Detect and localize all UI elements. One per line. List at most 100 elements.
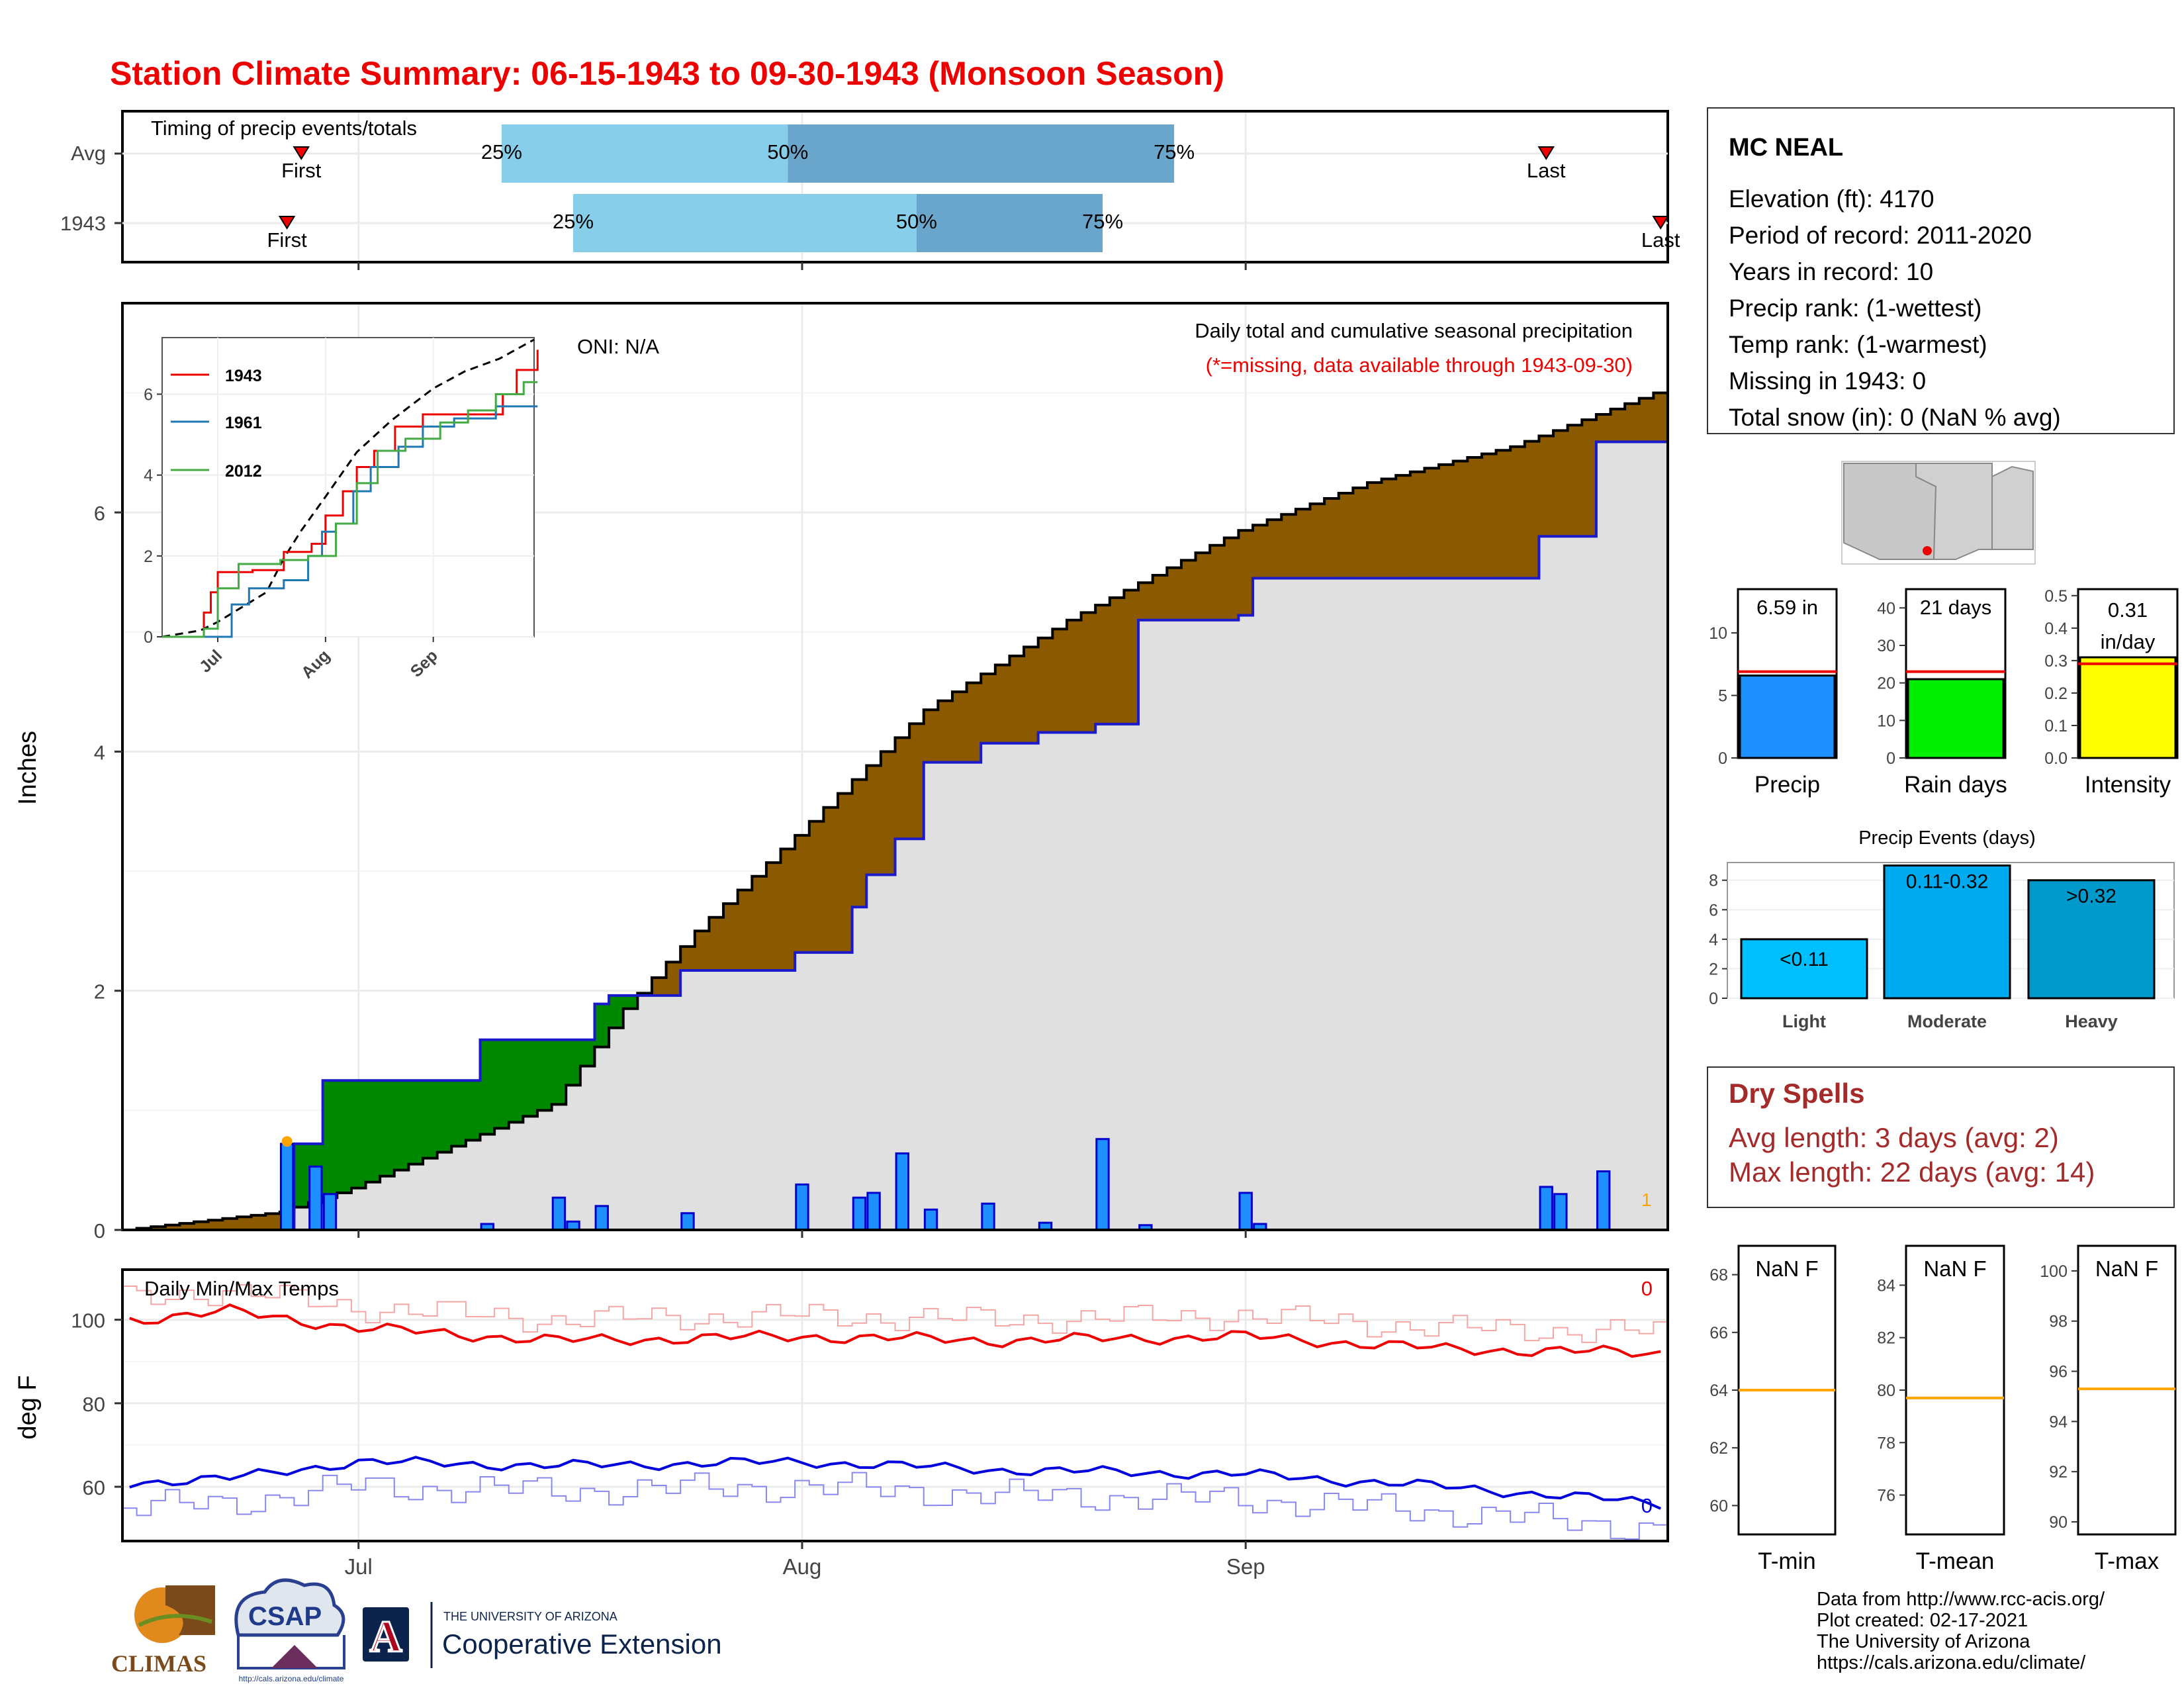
station-precip-rank: Precip rank: (1-wettest) <box>1729 295 1981 322</box>
timing-label: Timing of precip events/totals <box>151 117 417 140</box>
events-chart: Precip Events (days) 0 2 4 6 8 <0.11 Light 0.11… <box>1709 827 2175 1031</box>
ua-logo: A THE UNIVERSITY OF ARIZONA Cooperative … <box>363 1602 722 1668</box>
anomaly-fill-day <box>1224 538 1239 620</box>
daily-precip-bar <box>322 1193 338 1231</box>
temp-bar-tick-label: 100 <box>2040 1262 2068 1281</box>
y-tick-label: 4 <box>94 741 105 764</box>
anomaly-fill-day <box>880 751 896 875</box>
anomaly-fill-day <box>365 1080 381 1182</box>
anomaly-fill-day <box>823 807 839 953</box>
climas-wordmark: CLIMAS <box>111 1650 206 1677</box>
inset-legend: 1943 1961 2012 <box>171 367 262 481</box>
legend-label-2012: 2012 <box>225 462 262 481</box>
anomaly-fill-day <box>1081 612 1096 733</box>
events-category-label: Light <box>1782 1011 1826 1031</box>
anomaly-fill-day <box>1610 408 1625 442</box>
anomaly-fill-day <box>1195 553 1210 620</box>
daily-precip-bar <box>279 1143 295 1231</box>
anomaly-fill-day <box>523 1039 538 1117</box>
summary-value-2: 0.31 <box>2108 598 2148 622</box>
summary-value-1: 21 days <box>1920 596 1992 619</box>
station-snow: Total snow (in): 0 (NaN % avg) <box>1729 404 2061 431</box>
ua-badge <box>363 1607 409 1662</box>
timing-row-avg-label: Avg <box>71 142 106 165</box>
anomaly-fill-day <box>1281 514 1297 579</box>
precip-fills <box>122 391 1668 1231</box>
dry-spells-avg: Avg length: 3 days (avg: 2) <box>1729 1122 2059 1153</box>
station-temp-rank: Temp rank: (1-warmest) <box>1729 331 1987 358</box>
anomaly-fill-day <box>1596 414 1612 442</box>
dry-spells-title: Dry Spells <box>1729 1078 1864 1109</box>
precip-panel: 0 2 4 6 Daily total and cumulative seasonal… <box>14 302 1669 1243</box>
legend-label-1943: 1943 <box>225 367 262 385</box>
inset-frame <box>161 337 535 637</box>
inset-y-tick-label: 0 <box>144 628 153 647</box>
anomaly-fill-day <box>1524 441 1540 579</box>
temp-label: Daily Min/Max Temps <box>144 1277 339 1300</box>
climas-mesa-icon <box>165 1585 215 1635</box>
events-tick-label: 0 <box>1709 990 1718 1008</box>
temp-bar-tick-label: 92 <box>2049 1463 2068 1481</box>
anomaly-fill-day <box>1496 450 1511 579</box>
timing-bar-q25-q50 <box>501 124 788 183</box>
anomaly-fill-day <box>1582 420 1597 537</box>
temp-bar-value-2: NaN F <box>2095 1256 2158 1281</box>
anomaly-fill-day <box>694 931 710 970</box>
anomaly-fill-day <box>480 1039 495 1135</box>
anomaly-fill-day <box>666 962 681 996</box>
timing-label-last: Last <box>1641 228 1680 252</box>
dry-spells-max: Max length: 22 days (avg: 14) <box>1729 1156 2095 1188</box>
station-location-marker <box>1923 546 1932 555</box>
anomaly-fill-day <box>909 724 925 839</box>
events-bar-light <box>1740 938 1868 1000</box>
anomaly-fill-day <box>1138 583 1154 620</box>
anomaly-fill-day <box>1338 493 1353 579</box>
timing-label-q50: 50% <box>767 140 808 164</box>
anomaly-fill-day <box>1181 560 1197 620</box>
summary-tick-label: 0.0 <box>2044 749 2068 768</box>
station-box <box>1707 107 2175 434</box>
anomaly-fill-day <box>394 1080 410 1170</box>
temp-bar-tick-label: 76 <box>1877 1487 1895 1505</box>
anomaly-fill-day <box>1467 457 1482 579</box>
summary-tick-label: 10 <box>1709 624 1727 643</box>
anomaly-fill-day <box>866 765 882 875</box>
temp-bar-tick-label: 60 <box>1709 1497 1728 1515</box>
locator-map <box>1841 461 2036 565</box>
timing-bar-q50-q75 <box>788 124 1175 183</box>
daily-precip-bar <box>551 1196 567 1231</box>
anomaly-fill-day <box>337 1080 352 1193</box>
events-tick-label: 4 <box>1709 931 1718 949</box>
summary-tick-label: 5 <box>1718 687 1727 706</box>
anomaly-fill-day <box>1052 629 1068 733</box>
summary-bar-2 <box>2079 656 2177 759</box>
timing-row-year-label: 1943 <box>60 212 106 235</box>
anomaly-fill-day <box>1539 436 1554 537</box>
station-name: MC NEAL <box>1729 134 1843 162</box>
inset-avg-line <box>161 338 535 638</box>
events-bar-heavy <box>2027 879 2156 1000</box>
precip-frame <box>121 302 1669 1231</box>
daily-precip-bar <box>981 1202 995 1231</box>
temp-bar-tick-label: 68 <box>1709 1266 1728 1285</box>
timing-label-q25: 25% <box>553 210 594 233</box>
footer-line-2: Plot created: 02-17-2021 <box>1817 1610 2028 1631</box>
timing-marker-last-icon <box>1652 216 1669 230</box>
anomaly-fill-day <box>795 835 810 953</box>
anomaly-fill-day <box>1625 403 1640 442</box>
anomaly-fill-day <box>923 710 938 763</box>
anomaly-fill-day <box>351 1080 367 1188</box>
events-tick-label: 8 <box>1709 872 1718 890</box>
anomaly-fill-day <box>151 1227 166 1230</box>
anomaly-fill-day <box>1253 525 1268 579</box>
timing-label-first: First <box>267 228 308 252</box>
summary-tick-label: 0 <box>1718 749 1727 768</box>
anomaly-fill-day <box>1124 590 1139 724</box>
temp-summary-bars: 60 62 64 66 68 NaN F T-min 76 78 80 82 84 NaN F T-mea… <box>1709 1244 2177 1574</box>
anomaly-fill-day <box>322 1080 338 1198</box>
climas-logo: CLIMAS <box>111 1585 215 1677</box>
temp-missing-max: 0 <box>1641 1277 1653 1300</box>
anomaly-fill-day <box>895 737 910 839</box>
temp-bar-tick-label: 82 <box>1877 1329 1895 1348</box>
